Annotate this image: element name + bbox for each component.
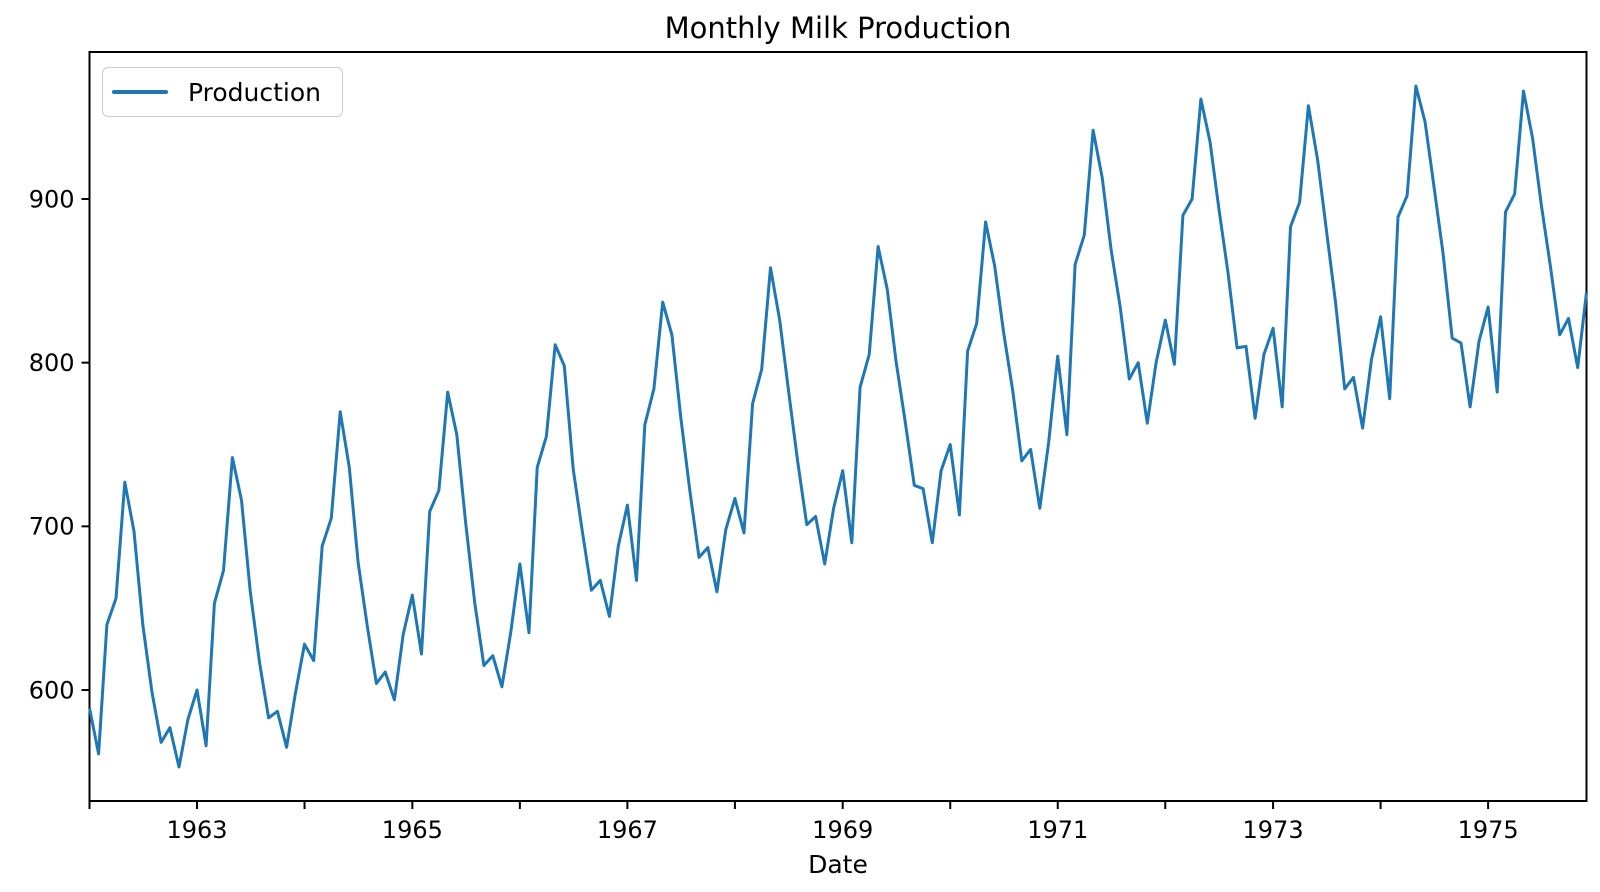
x-tick-label: 1963 <box>166 816 227 844</box>
production-line <box>88 84 1588 769</box>
x-tick-label: 1965 <box>382 816 443 844</box>
x-tick-label: 1973 <box>1243 816 1304 844</box>
y-tick-label: 800 <box>29 349 75 377</box>
chart-title: Monthly Milk Production <box>664 11 1012 45</box>
y-tick-label: 900 <box>29 185 75 213</box>
y-tick-label: 600 <box>29 676 75 704</box>
x-tick-label: 1967 <box>597 816 658 844</box>
legend: Production <box>102 67 343 117</box>
y-tick-label: 700 <box>29 513 75 541</box>
x-tick-label: 1969 <box>812 816 873 844</box>
legend-line-sample-icon <box>112 90 168 94</box>
x-tick-label: 1975 <box>1458 816 1519 844</box>
axes-frame <box>88 51 1588 802</box>
legend-label: Production <box>188 77 322 107</box>
x-tick-label: 1971 <box>1027 816 1088 844</box>
x-axis-label: Date <box>808 850 868 879</box>
